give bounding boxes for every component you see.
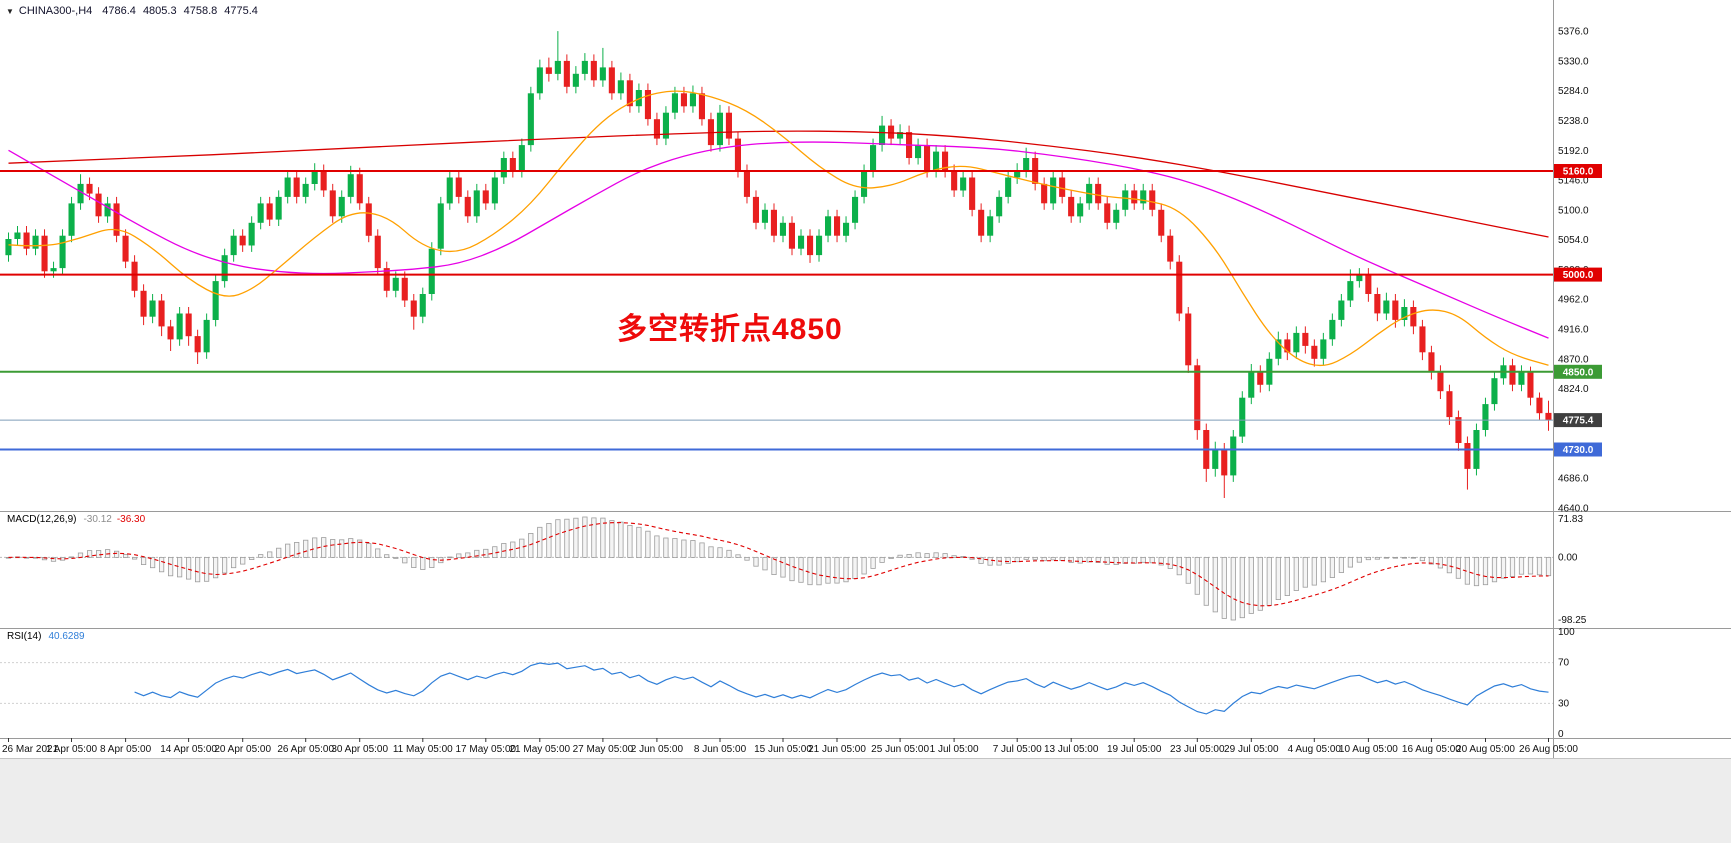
svg-text:7 Jul 05:00: 7 Jul 05:00 — [993, 744, 1042, 755]
svg-text:15 Jun 05:00: 15 Jun 05:00 — [754, 744, 812, 755]
svg-text:8 Jun 05:00: 8 Jun 05:00 — [694, 744, 747, 755]
svg-text:4916.0: 4916.0 — [1558, 325, 1589, 336]
svg-text:25 Jun 05:00: 25 Jun 05:00 — [871, 744, 929, 755]
price-axis: 5376.0 5330.0 5284.0 5238.0 5192.0 5146.0 5100… — [1558, 27, 1589, 740]
svg-text:5238.0: 5238.0 — [1558, 116, 1589, 127]
rsi-value: 40.6289 — [48, 631, 85, 642]
svg-text:0: 0 — [1558, 729, 1564, 740]
macd-signal-line — [8, 522, 1549, 607]
svg-text:4640.0: 4640.0 — [1558, 503, 1589, 514]
svg-text:23 Jul 05:00: 23 Jul 05:00 — [1170, 744, 1225, 755]
svg-text:70: 70 — [1558, 658, 1570, 669]
svg-text:26 Apr 05:00: 26 Apr 05:00 — [277, 744, 334, 755]
svg-text:100: 100 — [1558, 627, 1575, 638]
svg-text:4686.0: 4686.0 — [1558, 474, 1589, 485]
svg-text:5146.0: 5146.0 — [1558, 176, 1589, 187]
bar-close-value: 4775.4 — [224, 5, 258, 17]
svg-text:29 Jul 05:00: 29 Jul 05:00 — [1224, 744, 1279, 755]
svg-text:30: 30 — [1558, 698, 1570, 709]
svg-text:20 Apr 05:00: 20 Apr 05:00 — [214, 744, 271, 755]
svg-text:17 May 05:00: 17 May 05:00 — [455, 744, 516, 755]
svg-text:30 Apr 05:00: 30 Apr 05:00 — [331, 744, 388, 755]
svg-text:4962.0: 4962.0 — [1558, 295, 1589, 306]
macd-main-value: -30.12 — [83, 514, 112, 525]
macd-signal-value: -36.30 — [116, 514, 146, 525]
svg-text:5100.0: 5100.0 — [1558, 205, 1589, 216]
svg-text:5054.0: 5054.0 — [1558, 235, 1589, 246]
svg-text:14 Apr 05:00: 14 Apr 05:00 — [160, 744, 217, 755]
svg-text:-98.25: -98.25 — [1558, 615, 1587, 626]
rsi-line — [134, 662, 1549, 715]
ma-fast-orange-line — [8, 90, 1549, 367]
svg-text:71.83: 71.83 — [1558, 514, 1583, 525]
svg-text:26 Mar 2021: 26 Mar 2021 — [2, 744, 59, 755]
svg-text:21 May 05:00: 21 May 05:00 — [509, 744, 570, 755]
svg-text:2 Jun 05:00: 2 Jun 05:00 — [631, 744, 684, 755]
ma-slow-red-line — [8, 130, 1549, 238]
price-badge-4775.4: 4775.4 — [1554, 413, 1602, 428]
svg-text:13 Jul 05:00: 13 Jul 05:00 — [1044, 744, 1099, 755]
symbol-title: CHINA300-,H4 — [18, 5, 93, 17]
price-badge-5000.0: 5000.0 — [1554, 267, 1602, 282]
svg-text:10 Aug 05:00: 10 Aug 05:00 — [1339, 744, 1398, 755]
svg-text:21 Jun 05:00: 21 Jun 05:00 — [808, 744, 866, 755]
svg-text:26 Aug 05:00: 26 Aug 05:00 — [1519, 744, 1578, 755]
svg-text:19 Jul 05:00: 19 Jul 05:00 — [1107, 744, 1162, 755]
symbol-dropdown-icon[interactable]: ▼ — [6, 6, 14, 16]
window-bottom-strip — [0, 758, 1731, 843]
price-badge-4850.0: 4850.0 — [1554, 364, 1602, 379]
svg-text:5284.0: 5284.0 — [1558, 86, 1589, 97]
svg-text:4775.4: 4775.4 — [1563, 416, 1594, 427]
svg-text:5376.0: 5376.0 — [1558, 27, 1589, 38]
svg-text:4850.0: 4850.0 — [1563, 367, 1594, 378]
bar-open-value: 4786.4 — [102, 5, 136, 17]
svg-text:4824.0: 4824.0 — [1558, 384, 1589, 395]
candles-layer — [5, 31, 1552, 498]
svg-text:0.00: 0.00 — [1558, 552, 1578, 563]
svg-text:4 Aug 05:00: 4 Aug 05:00 — [1288, 744, 1342, 755]
rsi-pane-label: RSI(14) 40.6289 — [7, 631, 85, 642]
chart-annotation: 多空转折点4850 — [617, 313, 843, 346]
macd-title: MACD(12,26,9) — [7, 514, 77, 525]
svg-text:5330.0: 5330.0 — [1558, 56, 1589, 67]
svg-text:4870.0: 4870.0 — [1558, 354, 1589, 365]
svg-text:27 May 05:00: 27 May 05:00 — [573, 744, 634, 755]
macd-pane-label: MACD(12,26,9) -30.12 -36.30 — [7, 514, 145, 525]
symbol-header: ▼ CHINA300-,H4 4786.4 4805.3 4758.8 4775… — [6, 5, 265, 17]
svg-text:5160.0: 5160.0 — [1563, 167, 1594, 178]
price-badge-4730.0: 4730.0 — [1554, 442, 1602, 457]
bar-high-value: 4805.3 — [142, 5, 177, 17]
svg-text:16 Aug 05:00: 16 Aug 05:00 — [1402, 744, 1461, 755]
svg-text:5192.0: 5192.0 — [1558, 146, 1589, 157]
svg-text:11 May 05:00: 11 May 05:00 — [393, 744, 453, 755]
svg-text:20 Aug 05:00: 20 Aug 05:00 — [1456, 744, 1515, 755]
price-badge-5160.0: 5160.0 — [1554, 164, 1602, 178]
svg-text:1 Jul 05:00: 1 Jul 05:00 — [930, 744, 979, 755]
svg-text:1 Apr 05:00: 1 Apr 05:00 — [46, 744, 98, 755]
macd-histogram — [5, 516, 1552, 621]
rsi-title: RSI(14) — [7, 631, 42, 642]
svg-text:5000.0: 5000.0 — [1563, 270, 1594, 281]
svg-text:4730.0: 4730.0 — [1563, 445, 1594, 456]
svg-text:8 Apr 05:00: 8 Apr 05:00 — [100, 744, 152, 755]
bar-low-value: 4758.8 — [183, 5, 218, 17]
